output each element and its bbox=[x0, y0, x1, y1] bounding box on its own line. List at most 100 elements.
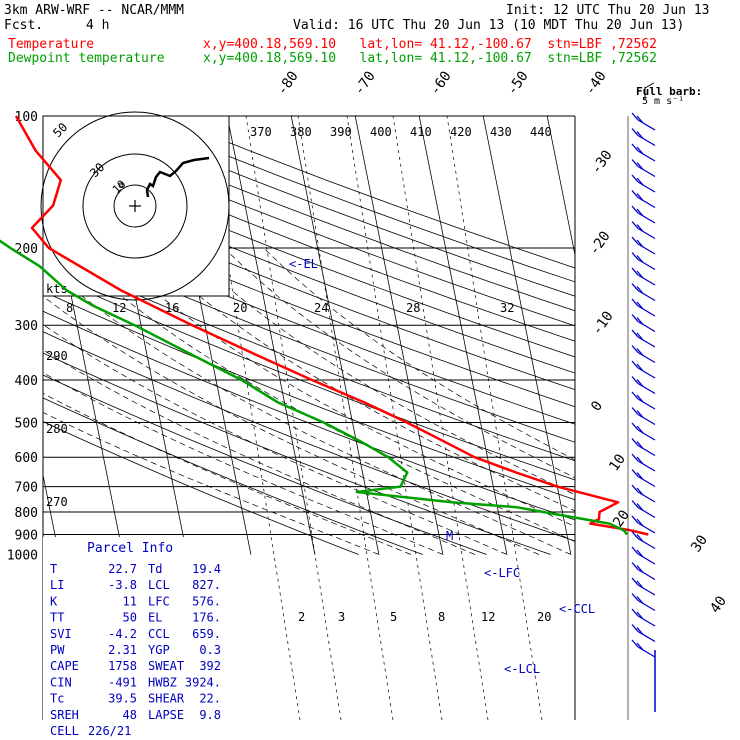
hodograph-ring bbox=[113, 184, 157, 228]
wind-barb bbox=[637, 305, 656, 317]
moist-adiabat bbox=[64, 247, 575, 542]
mixing-ratio-bottom-label-20: 20 bbox=[537, 610, 551, 624]
dry-adiabat bbox=[43, 310, 575, 521]
mixing-ratio-label-16: 16 bbox=[165, 301, 179, 315]
header: 3km ARW-WRF -- NCAR/MMM Fcst. 4 h Init: … bbox=[0, 0, 740, 70]
theta-label-440: 440 bbox=[530, 125, 552, 139]
dewpoint-location: x,y=400.18,569.10 lat,lon= 41.12,-100.67… bbox=[203, 51, 657, 66]
isotherm-label-0: 0 bbox=[588, 398, 606, 414]
wind-barb bbox=[637, 165, 656, 178]
wind-barb bbox=[637, 181, 656, 193]
parcel-value: 22. bbox=[199, 692, 221, 706]
wind-barb bbox=[637, 382, 656, 395]
parcel-key: TT bbox=[50, 611, 64, 625]
dry-adiabat bbox=[43, 151, 575, 358]
el-label: <-EL bbox=[289, 257, 318, 271]
wind-barb-feather bbox=[636, 177, 644, 186]
wind-barb-feather bbox=[636, 518, 644, 527]
wind-barb-feather bbox=[636, 534, 644, 542]
parcel-value: 0.3 bbox=[199, 643, 221, 657]
pressure-label-800: 800 bbox=[15, 506, 38, 521]
parcel-key: K bbox=[50, 594, 58, 608]
theta-label-430: 430 bbox=[490, 125, 512, 139]
dry-adiabat bbox=[43, 167, 575, 374]
parcel-key: Tc bbox=[50, 692, 64, 706]
wind-barb-feather bbox=[631, 190, 639, 198]
dry-adiabat bbox=[43, 352, 551, 555]
m-label: M bbox=[446, 529, 453, 543]
wind-barb bbox=[637, 289, 656, 302]
moist-adiabat bbox=[43, 392, 412, 555]
theta-label-410: 410 bbox=[410, 125, 432, 139]
wind-barb-feather bbox=[636, 224, 644, 232]
cell-value: 226/21 bbox=[88, 724, 131, 738]
wind-barb bbox=[637, 522, 656, 534]
wind-barb-feather bbox=[631, 236, 639, 245]
wind-barb bbox=[637, 568, 656, 581]
level-annotations: <-EL <-LFC <-CCL <-LCL M bbox=[289, 257, 595, 676]
wind-barb-feather bbox=[636, 410, 644, 418]
wind-barb bbox=[637, 584, 656, 596]
isotherm-label--80: -80 bbox=[274, 68, 302, 98]
hodograph-trace bbox=[145, 156, 210, 198]
wind-barb bbox=[637, 429, 656, 441]
wind-barb bbox=[637, 367, 656, 379]
hodograph-ring bbox=[40, 111, 230, 301]
theta-label-380: 380 bbox=[290, 125, 312, 139]
pressure-label-400: 400 bbox=[15, 374, 38, 389]
parcel-key: SWEAT bbox=[148, 659, 184, 673]
wind-barb-feather bbox=[631, 360, 639, 369]
parcel-value: 659. bbox=[192, 627, 221, 641]
wind-barb bbox=[637, 475, 656, 488]
wind-barb bbox=[637, 351, 656, 364]
wind-barb-feather bbox=[636, 379, 644, 387]
pressure-label-700: 700 bbox=[15, 481, 38, 496]
wind-barb-feather bbox=[636, 611, 644, 620]
wind-barb-feather bbox=[636, 317, 644, 325]
moist-adiabat bbox=[144, 247, 575, 512]
wind-barb bbox=[637, 274, 656, 286]
wind-barb-feather bbox=[631, 128, 639, 136]
wind-barb-feather bbox=[631, 252, 639, 260]
parcel-value: 9.8 bbox=[199, 708, 221, 722]
parcel-value: -491 bbox=[108, 675, 137, 689]
theta-label-370: 370 bbox=[250, 125, 272, 139]
parcel-value: -4.2 bbox=[108, 627, 137, 641]
theta-label-390: 390 bbox=[330, 125, 352, 139]
parcel-key: CAPE bbox=[50, 659, 79, 673]
pressure-label-200: 200 bbox=[15, 242, 38, 257]
wind-barb-feather bbox=[636, 332, 644, 341]
wind-barb-feather bbox=[631, 159, 639, 167]
theta-side-label-290: 290 bbox=[46, 349, 68, 363]
dry-adiabat bbox=[43, 290, 575, 501]
wind-barb-feather bbox=[636, 394, 644, 403]
wind-barb-feather bbox=[636, 286, 644, 294]
wind-barb-feather bbox=[636, 131, 644, 139]
pressure-label-1000: 1000 bbox=[7, 549, 38, 564]
cell-label: CELL bbox=[50, 724, 79, 738]
wind-barb bbox=[637, 227, 656, 240]
parcel-value: 50 bbox=[123, 611, 137, 625]
wind-barb-feather bbox=[631, 500, 639, 508]
parcel-value: 48 bbox=[123, 708, 137, 722]
dry-adiabat bbox=[96, 116, 575, 297]
parcel-value: 1758 bbox=[108, 659, 137, 673]
hodograph-ring bbox=[82, 153, 188, 259]
parcel-value: 11 bbox=[123, 594, 137, 608]
wind-barb-feather bbox=[636, 549, 644, 558]
isotherm bbox=[43, 472, 60, 555]
wind-barb-feather bbox=[631, 422, 639, 431]
parcel-value: 22.7 bbox=[108, 562, 137, 576]
wind-barb-feather bbox=[631, 298, 639, 307]
wind-barb-feather bbox=[631, 577, 639, 586]
wind-barb bbox=[637, 398, 656, 410]
wind-barb bbox=[637, 630, 656, 643]
wind-barb-feather bbox=[636, 208, 644, 217]
parcel-key: PW bbox=[50, 643, 65, 657]
wind-barb-feather bbox=[636, 425, 644, 434]
wind-barb bbox=[637, 243, 656, 255]
wind-barb bbox=[637, 134, 656, 147]
wind-barb-feather bbox=[636, 146, 644, 155]
isotherm-label--10: -10 bbox=[589, 308, 617, 338]
